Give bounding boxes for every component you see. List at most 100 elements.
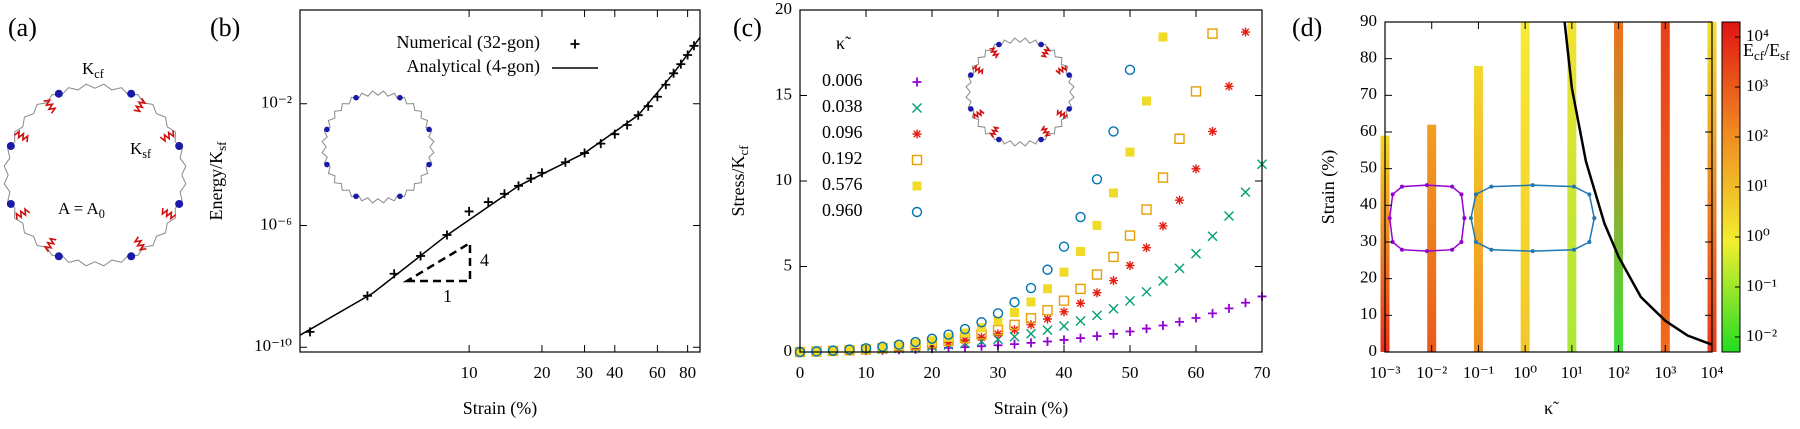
x-tick-label: 80 xyxy=(679,363,696,382)
spring xyxy=(161,207,177,221)
vertex-dot xyxy=(6,142,15,151)
bar xyxy=(1427,124,1437,353)
vertex-dot xyxy=(175,199,184,208)
marker-circle-open xyxy=(1091,174,1103,185)
marker-plus xyxy=(1241,298,1250,308)
marker-cross xyxy=(1026,328,1036,339)
marker-circle-open xyxy=(1075,211,1086,223)
spring xyxy=(973,108,985,119)
marker-cross xyxy=(1174,263,1185,274)
marker-dot xyxy=(1387,216,1392,221)
marker-square xyxy=(1059,267,1069,277)
marker-star xyxy=(1158,221,1168,231)
vertex-dot xyxy=(426,126,432,133)
y-tick-label: 0 xyxy=(1369,341,1378,360)
bar xyxy=(1614,22,1624,352)
marker-dot xyxy=(1450,247,1455,252)
cell-outline xyxy=(321,90,435,204)
x-tick-label: 50 xyxy=(1122,363,1139,382)
legend-label: Analytical (4-gon) xyxy=(407,56,540,77)
marker-star xyxy=(1059,307,1069,317)
marker-dot xyxy=(1473,240,1478,244)
spring xyxy=(133,97,147,113)
marker-square xyxy=(1109,188,1118,198)
marker-circle-open xyxy=(976,317,987,328)
colorbar-label-part: sf xyxy=(1780,48,1790,63)
marker-dot xyxy=(1489,184,1494,189)
marker-star xyxy=(1191,164,1201,174)
marker-square-open xyxy=(1124,230,1136,241)
plot-frame xyxy=(299,9,701,353)
vertex-dot xyxy=(324,161,330,168)
spring xyxy=(1055,65,1067,76)
cell-outline xyxy=(965,37,1075,147)
x-tick-label: 10² xyxy=(1608,363,1630,382)
marker-plus xyxy=(483,197,493,207)
vertex-dot xyxy=(54,89,63,98)
marker-square xyxy=(894,341,904,351)
marker-dot xyxy=(1462,216,1467,221)
marker-plus xyxy=(1175,317,1184,327)
marker-cross xyxy=(1009,331,1020,342)
marker-plus xyxy=(1059,335,1069,345)
colorbar-tick-label: 10² xyxy=(1746,126,1768,145)
vertex-dot xyxy=(324,126,330,133)
x-tick-label: 10³ xyxy=(1654,363,1676,382)
vertex-dot xyxy=(1066,72,1072,78)
label-kcf-part: K xyxy=(82,59,95,78)
y-tick-label: 20 xyxy=(775,0,792,18)
y-axis-label: Energy/Ksf xyxy=(206,141,229,221)
series-line xyxy=(299,37,701,336)
marker-dot xyxy=(1459,192,1464,197)
label-ksf-part: K xyxy=(130,139,143,158)
marker-dot xyxy=(1571,247,1576,252)
marker-dot xyxy=(1450,184,1455,189)
vertex-dot xyxy=(6,199,15,208)
x-tick-label: 40 xyxy=(1056,363,1073,382)
marker-square xyxy=(1142,96,1151,106)
marker-circle-open xyxy=(1042,264,1053,275)
marker-circle-open xyxy=(827,345,839,356)
colorbar-tick-label: 10⁴ xyxy=(1746,26,1769,45)
marker-square-open xyxy=(992,324,1004,336)
x-tick-label: 10 xyxy=(858,363,875,382)
marker-square xyxy=(912,181,922,191)
marker-star xyxy=(1026,320,1036,330)
marker-star xyxy=(960,335,970,345)
x-tick-label: 20 xyxy=(533,363,550,382)
spring xyxy=(1040,46,1052,58)
colorbar-tick-label: 10⁻¹ xyxy=(1746,276,1777,295)
vertex-dot xyxy=(175,142,184,151)
marker-plus xyxy=(912,77,922,87)
marker-star xyxy=(912,129,922,139)
x-tick-label: 10¹ xyxy=(1561,363,1583,382)
x-tick-label: 60 xyxy=(1188,363,1205,382)
marker-plus xyxy=(977,341,986,351)
series-line xyxy=(1563,21,1713,346)
label-area-part: 0 xyxy=(99,207,105,221)
x-tick-label: 40 xyxy=(606,363,623,382)
legend-label: 0.576 xyxy=(822,174,863,194)
marker-plus xyxy=(1076,333,1085,343)
label-ksf-part: sf xyxy=(142,147,152,161)
marker-plus xyxy=(1026,338,1036,348)
vertex-dot xyxy=(426,161,432,168)
marker-cross xyxy=(1108,303,1119,314)
marker-square xyxy=(1158,32,1168,42)
marker-star xyxy=(1125,260,1135,270)
marker-circle-open xyxy=(844,344,855,355)
marker-square-open xyxy=(1075,283,1086,295)
marker-circle-open xyxy=(1108,126,1119,137)
x-tick-label: 70 xyxy=(1254,363,1271,382)
y-tick-label: 0 xyxy=(784,341,793,360)
y-axis-label: Strain (%) xyxy=(1318,150,1339,224)
series-line xyxy=(1388,184,1466,252)
marker-circle-open xyxy=(860,343,872,354)
marker-star xyxy=(1241,27,1250,37)
legend-label: Numerical (32-gon) xyxy=(397,32,540,53)
x-tick-label: 10⁻¹ xyxy=(1463,363,1494,382)
marker-cross xyxy=(1191,248,1201,259)
marker-square-open xyxy=(1009,319,1020,331)
bar xyxy=(1660,22,1670,352)
